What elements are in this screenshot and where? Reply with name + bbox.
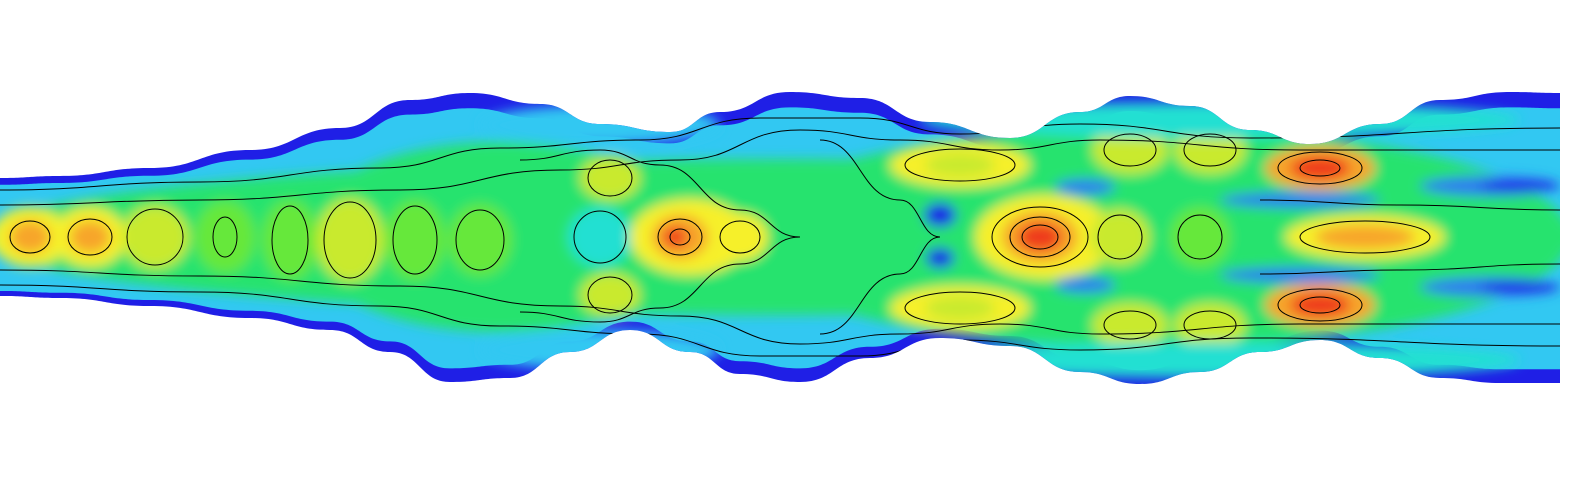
contour-line (1183, 133, 1237, 167)
field-blob (926, 248, 954, 268)
contour-line (904, 291, 1016, 325)
field-blob (1480, 180, 1560, 192)
field-blob (70, 221, 110, 253)
contour-line (1277, 288, 1363, 322)
contour-line (587, 276, 633, 314)
field-blob (10, 221, 50, 253)
field-blob (1018, 223, 1062, 251)
contour-line (67, 218, 113, 256)
contour-line (587, 159, 633, 197)
field-blob (925, 153, 995, 177)
field-blob (1315, 225, 1415, 249)
contour-line (1103, 310, 1157, 340)
field-blob (1055, 179, 1115, 195)
contour-line (1299, 220, 1431, 254)
field-blob (1290, 293, 1350, 317)
field-blob (262, 200, 318, 280)
contour-lines (0, 117, 1560, 357)
contour-line (271, 205, 309, 275)
contour-line (212, 216, 238, 258)
field-blob (1290, 156, 1350, 180)
contour-line (1177, 214, 1223, 260)
field-blob (663, 227, 687, 247)
contour-line (1277, 151, 1363, 185)
field-blob (1174, 303, 1246, 347)
contour-line (1299, 159, 1341, 177)
contour-line (9, 220, 51, 254)
field-blob (924, 203, 956, 227)
contour-line (126, 208, 184, 266)
contour-line (573, 210, 627, 264)
field-blob (568, 207, 632, 267)
field-blob (925, 296, 995, 320)
contour-line (719, 220, 761, 254)
contour-line (1021, 224, 1059, 250)
contour-line (0, 269, 1560, 345)
contour-line (1259, 263, 1560, 275)
field-blob (316, 198, 384, 282)
field-blob (1220, 192, 1380, 208)
contour-line (0, 117, 1560, 191)
contour-line (1299, 296, 1341, 314)
contour-line (1097, 214, 1143, 260)
field-blob (1090, 209, 1150, 265)
field-blob (385, 200, 445, 280)
field-blob (448, 204, 512, 276)
field-blob (1055, 277, 1115, 293)
contour-line (0, 284, 1560, 357)
contour-line (657, 218, 703, 256)
contour-line (1259, 199, 1560, 211)
field-blob (1170, 207, 1230, 267)
contour-line (991, 206, 1089, 268)
field-blob (580, 156, 640, 200)
contour-line (455, 209, 505, 271)
field-blob (1220, 267, 1380, 283)
contour-line (819, 139, 941, 335)
field-blob (1480, 281, 1560, 293)
contour-line (1103, 133, 1157, 167)
field-blob (195, 201, 255, 273)
contour-line (904, 148, 1016, 182)
contour-line (0, 129, 1560, 206)
field-blob (1092, 126, 1168, 174)
field-blob (121, 205, 189, 269)
contour-line (519, 149, 801, 323)
contour-line (1009, 216, 1071, 258)
field-blob (1092, 303, 1168, 347)
field-blob (580, 273, 640, 317)
contour-line (669, 228, 691, 246)
contour-line (392, 205, 438, 275)
contour-line (323, 201, 377, 279)
